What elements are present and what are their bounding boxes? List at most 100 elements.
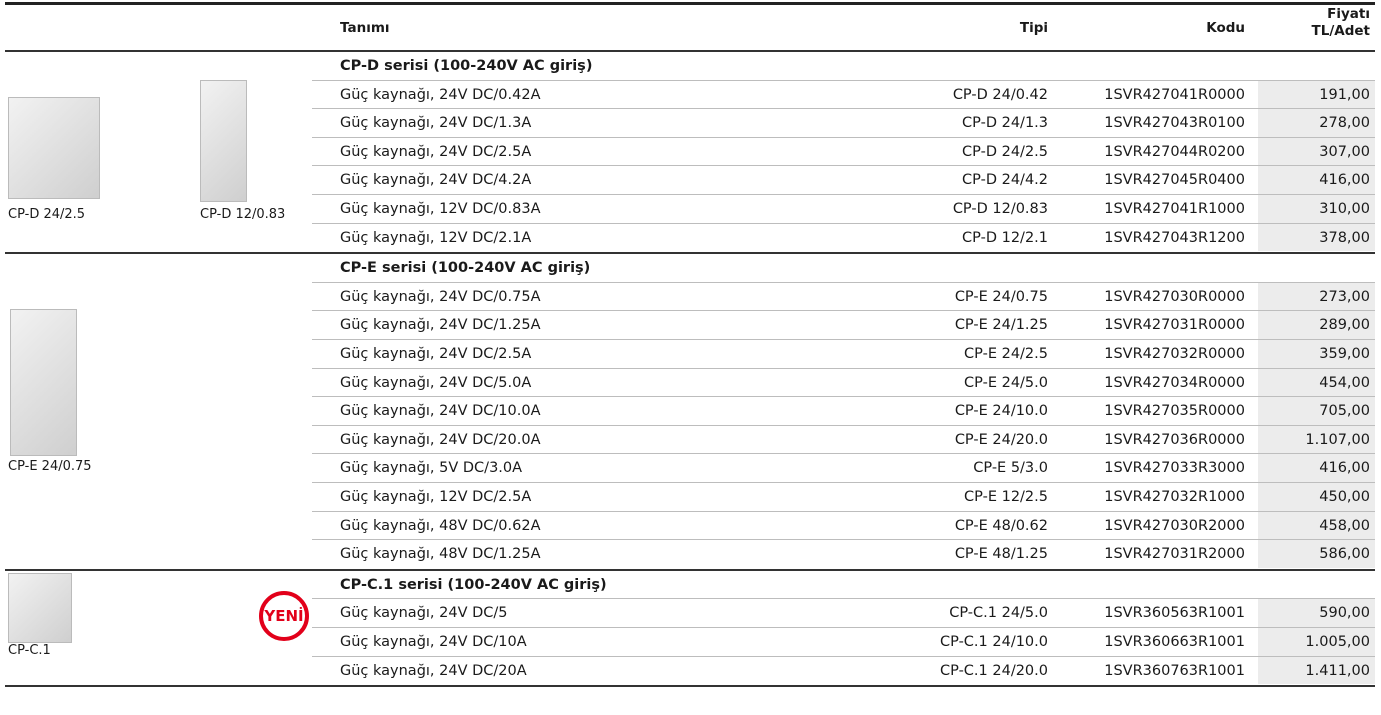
- code: 1SVR427041R0000: [1104, 86, 1245, 103]
- description: Güç kaynağı, 48V DC/1.25A: [340, 546, 541, 563]
- section-rule: [5, 568, 1375, 571]
- description: Güç kaynağı, 12V DC/2.5A: [340, 489, 532, 505]
- code: 1SVR427033R3000: [1104, 460, 1245, 477]
- type: CP-D 12/2.1: [962, 229, 1048, 246]
- description: Güç kaynağı, 24V DC/2.5A: [340, 346, 532, 362]
- code: 1SVR427036R0000: [1104, 431, 1245, 448]
- row-rule: [312, 194, 1375, 195]
- product-image: [10, 309, 77, 457]
- description: Güç kaynağı, 24V DC/20.0A: [340, 431, 541, 448]
- header-cell: Fiyatı TL/Adet: [1311, 6, 1370, 39]
- price: 378,00: [1319, 229, 1370, 246]
- code: 1SVR360663R1001: [1104, 634, 1245, 650]
- description: Güç kaynağı, 24V DC/2.5A: [340, 143, 532, 160]
- price-bg: [1258, 397, 1375, 425]
- image-caption: CP-D 24/2.5: [8, 207, 86, 222]
- code: 1SVR427031R2000: [1104, 546, 1245, 563]
- code: 1SVR360563R1001: [1104, 605, 1245, 622]
- row-rule: [312, 281, 1375, 283]
- price-bg: [1258, 340, 1375, 368]
- price: 586,00: [1319, 546, 1370, 563]
- type: CP-C.1 24/20.0: [940, 662, 1048, 679]
- code: 1SVR427031R0000: [1104, 317, 1245, 334]
- code: 1SVR427035R0000: [1104, 403, 1245, 420]
- price-bg: [1258, 282, 1375, 311]
- price: 1.107,00: [1305, 431, 1370, 448]
- price-bg: [1258, 628, 1375, 656]
- price: 1.411,00: [1305, 662, 1370, 679]
- top-rule: [5, 2, 1375, 5]
- code: 1SVR427043R0100: [1104, 115, 1245, 132]
- code: 1SVR427041R1000: [1104, 201, 1245, 217]
- description: Güç kaynağı, 24V DC/20A: [340, 662, 527, 679]
- type: CP-E 5/3.0: [973, 460, 1048, 477]
- row-rule: [312, 396, 1375, 398]
- type: CP-E 48/1.25: [954, 546, 1048, 563]
- row-rule: [312, 598, 1375, 600]
- image-caption: CP-D 12/0.83: [200, 207, 286, 222]
- description: Güç kaynağı, 24V DC/1.25A: [340, 317, 541, 334]
- type: CP-D 24/2.5: [962, 143, 1048, 160]
- price-bg: [1258, 223, 1375, 252]
- row-rule: [312, 655, 1375, 657]
- price: 416,00: [1319, 460, 1370, 477]
- type: CP-D 24/0.42: [952, 86, 1048, 103]
- type: CP-D 24/1.3: [962, 115, 1048, 132]
- description: Güç kaynağı, 5V DC/3.0A: [340, 460, 523, 477]
- row-rule: [312, 222, 1375, 224]
- code: 1SVR427043R1200: [1104, 229, 1245, 246]
- row-rule: [312, 367, 1375, 369]
- description: Güç kaynağı, 12V DC/2.1A: [340, 229, 532, 246]
- price-bg: [1258, 195, 1375, 223]
- price-bg: [1258, 483, 1375, 511]
- description: Güç kaynağı, 24V DC/5: [340, 605, 508, 622]
- section-rule: [5, 50, 1375, 52]
- price: 450,00: [1319, 489, 1370, 505]
- image-caption: CP-C.1: [8, 642, 51, 658]
- type: CP-E 24/2.5: [964, 346, 1048, 362]
- price-bg: [1258, 109, 1375, 137]
- section-title: CP-C.1 serisi (100-240V AC giriş): [340, 576, 607, 593]
- description: Güç kaynağı, 24V DC/4.2A: [340, 172, 532, 189]
- price-bg: [1258, 368, 1375, 397]
- row-rule: [312, 108, 1375, 110]
- type: CP-E 24/1.25: [954, 317, 1048, 334]
- code: 1SVR427032R0000: [1104, 346, 1245, 362]
- description: Güç kaynağı, 24V DC/10.0A: [340, 403, 541, 420]
- type: CP-D 12/0.83: [952, 201, 1048, 217]
- type: CP-E 12/2.5: [964, 489, 1048, 505]
- price: 454,00: [1319, 374, 1370, 391]
- type: CP-D 24/4.2: [962, 172, 1048, 189]
- type: CP-E 24/10.0: [954, 403, 1048, 420]
- price: 310,00: [1319, 201, 1370, 217]
- price-bg: [1258, 425, 1375, 454]
- price: 278,00: [1319, 115, 1370, 132]
- new-badge: YENİ: [259, 590, 309, 641]
- product-image: [8, 97, 100, 199]
- row-rule: [312, 510, 1375, 512]
- description: Güç kaynağı, 24V DC/10A: [340, 634, 527, 650]
- type: CP-E 24/0.75: [954, 288, 1048, 305]
- description: Güç kaynağı, 24V DC/0.75A: [340, 288, 541, 305]
- code: 1SVR427044R0200: [1104, 143, 1245, 160]
- row-rule: [312, 627, 1375, 628]
- price: 1.005,00: [1305, 634, 1370, 650]
- price: 590,00: [1319, 605, 1370, 622]
- price-bg: [1258, 656, 1375, 685]
- type: CP-C.1 24/5.0: [949, 605, 1048, 622]
- code: 1SVR427030R0000: [1104, 288, 1245, 305]
- row-rule: [312, 453, 1375, 455]
- section-title: CP-E serisi (100-240V AC giriş): [340, 260, 591, 277]
- type: CP-C.1 24/10.0: [940, 634, 1048, 650]
- row-rule: [312, 482, 1375, 483]
- price-bg: [1258, 599, 1375, 627]
- header-cell: Tipi: [1019, 20, 1048, 36]
- code: 1SVR427032R1000: [1104, 489, 1245, 505]
- price: 273,00: [1319, 288, 1370, 305]
- row-rule: [312, 79, 1375, 81]
- description: Güç kaynağı, 48V DC/0.62A: [340, 517, 541, 534]
- price: 307,00: [1319, 143, 1370, 160]
- section-rule: [5, 252, 1375, 255]
- price: 191,00: [1319, 86, 1370, 103]
- code: 1SVR427045R0400: [1104, 172, 1245, 189]
